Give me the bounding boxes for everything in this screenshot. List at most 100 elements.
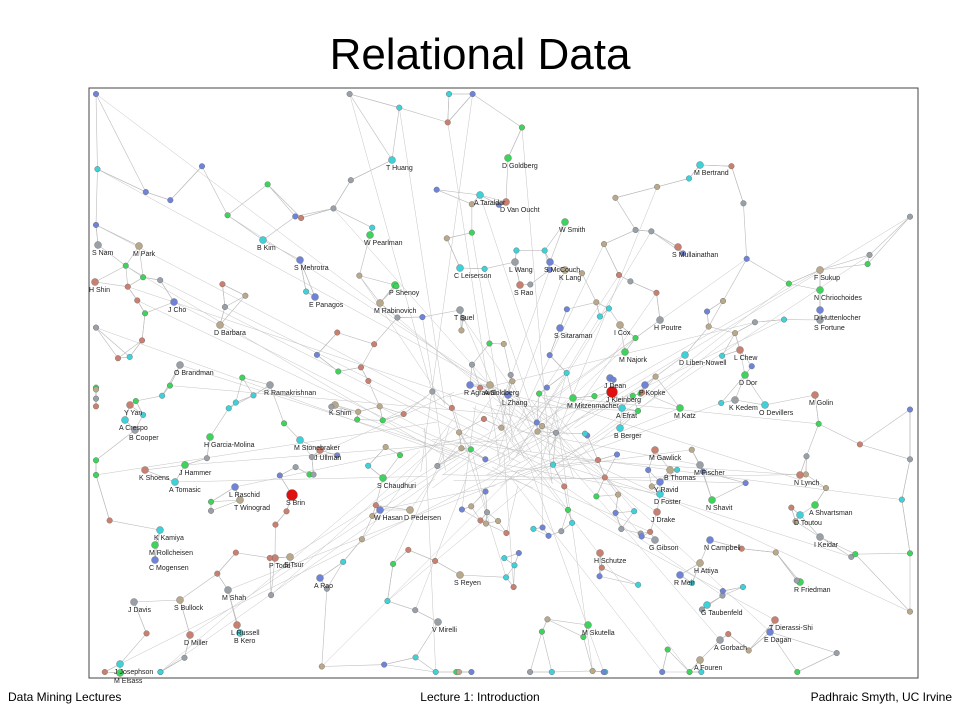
edge xyxy=(615,186,658,199)
edge xyxy=(706,300,724,312)
edge xyxy=(507,127,523,159)
node xyxy=(743,255,750,262)
node xyxy=(444,119,451,126)
node xyxy=(751,319,758,326)
edge xyxy=(708,300,724,327)
edge xyxy=(551,670,593,673)
edge xyxy=(517,274,620,432)
edge xyxy=(169,364,181,386)
node xyxy=(500,340,507,347)
node xyxy=(530,525,537,532)
node xyxy=(719,588,726,595)
node-label: I Keidar xyxy=(814,542,839,549)
node xyxy=(308,453,315,460)
node-label: O Brandman xyxy=(174,370,214,377)
node xyxy=(101,669,108,676)
node-label: J Drake xyxy=(651,517,675,524)
edge xyxy=(561,509,569,532)
edge xyxy=(447,122,501,465)
edge xyxy=(487,459,599,476)
node-label: D Van Oucht xyxy=(500,207,540,214)
node-label: Y Yan xyxy=(124,410,142,417)
node xyxy=(731,396,739,404)
edge xyxy=(133,601,147,634)
edge xyxy=(544,221,566,251)
node xyxy=(907,608,914,615)
node-label: S Fortune xyxy=(814,325,845,332)
node-label: J Josephson xyxy=(114,669,153,676)
node xyxy=(292,213,299,220)
edge xyxy=(615,197,636,231)
node-label: D Liben-Nowell xyxy=(679,360,727,367)
node xyxy=(527,281,534,288)
edge xyxy=(461,405,476,510)
node xyxy=(92,324,99,331)
node xyxy=(298,214,305,221)
node xyxy=(91,278,99,286)
node xyxy=(816,266,824,274)
edge xyxy=(135,395,163,402)
edge xyxy=(95,93,147,193)
edge xyxy=(382,454,401,479)
node xyxy=(318,663,325,670)
edge xyxy=(159,280,175,303)
edge xyxy=(211,499,241,503)
node xyxy=(864,261,871,268)
node xyxy=(563,369,570,376)
edge xyxy=(597,454,618,461)
edge xyxy=(709,539,742,549)
edge xyxy=(441,258,747,476)
node-label: N Lynch xyxy=(794,480,820,487)
slide-title: Relational Data xyxy=(329,30,631,79)
node-label: S Rao xyxy=(514,290,534,297)
node xyxy=(405,546,412,553)
node xyxy=(122,262,129,269)
edge xyxy=(550,427,771,633)
node-label: T Winograd xyxy=(234,505,270,512)
edge xyxy=(109,520,161,531)
node xyxy=(468,229,475,236)
edge xyxy=(472,93,523,128)
node xyxy=(653,289,660,296)
edge xyxy=(552,464,565,487)
node xyxy=(738,545,745,552)
edge xyxy=(434,560,461,576)
node xyxy=(434,462,441,469)
edge xyxy=(667,649,690,673)
edge xyxy=(437,449,472,467)
edge xyxy=(501,427,520,455)
edge xyxy=(415,657,436,673)
node xyxy=(561,483,568,490)
edge xyxy=(169,385,514,416)
node-label: S Sitaraman xyxy=(554,333,593,340)
edge xyxy=(242,377,271,386)
edge xyxy=(499,243,605,461)
node xyxy=(632,226,639,233)
node-label: L Raschid xyxy=(229,492,260,499)
edge xyxy=(483,418,502,428)
node xyxy=(544,616,551,623)
node xyxy=(469,90,476,97)
edge xyxy=(788,269,821,284)
edge xyxy=(227,184,268,216)
edge xyxy=(699,639,721,661)
node xyxy=(516,281,524,289)
node xyxy=(381,661,388,668)
edge xyxy=(342,539,363,563)
node xyxy=(176,596,184,604)
edge xyxy=(451,407,460,433)
node xyxy=(648,228,655,235)
edge xyxy=(379,284,396,304)
edge xyxy=(799,514,821,538)
node-label: A Tomasic xyxy=(169,487,201,494)
edge xyxy=(503,343,511,376)
node xyxy=(638,533,645,540)
node xyxy=(467,446,474,453)
node xyxy=(92,457,99,464)
footer-center: Lecture 1: Introduction xyxy=(420,690,540,704)
edge xyxy=(596,477,606,497)
edge xyxy=(541,631,553,673)
edge xyxy=(447,93,450,123)
node-label: S Nam xyxy=(92,250,114,257)
edge xyxy=(442,474,746,484)
